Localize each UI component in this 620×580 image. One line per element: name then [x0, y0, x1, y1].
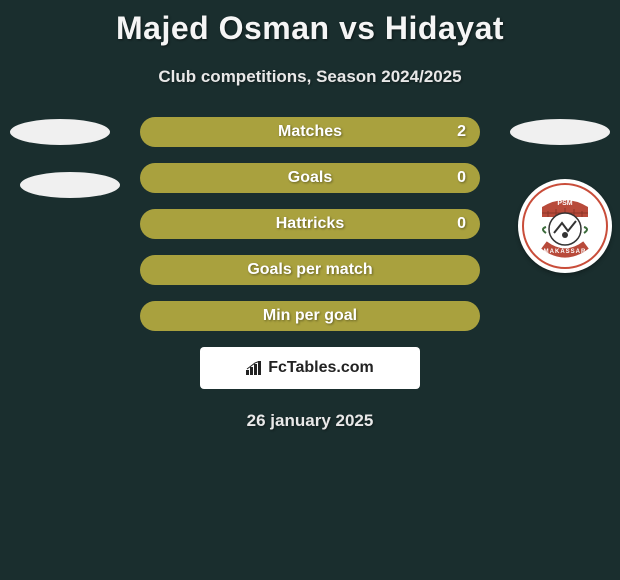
stat-label: Goals per match — [247, 261, 372, 279]
stat-right-value: 0 — [457, 169, 466, 187]
bar-chart-icon — [246, 361, 264, 375]
psm-badge-icon: PSM MAKASSAR — [522, 183, 608, 269]
fctables-logo-box: FcTables.com — [200, 347, 420, 389]
stat-right-value: 2 — [457, 123, 466, 141]
stat-row-matches: Matches 2 — [140, 117, 480, 147]
fctables-text: FcTables.com — [268, 359, 374, 377]
stats-area: PSM MAKASSAR Matches 2 Goals 0 Hattricks… — [0, 117, 620, 431]
player-placeholder-right-1 — [510, 119, 610, 145]
page-title: Majed Osman vs Hidayat — [0, 0, 620, 47]
subtitle: Club competitions, Season 2024/2025 — [0, 67, 620, 87]
fctables-logo: FcTables.com — [246, 359, 374, 377]
date-text: 26 january 2025 — [0, 411, 620, 431]
player-placeholder-left-1 — [10, 119, 110, 145]
stat-label: Hattricks — [276, 215, 344, 233]
stat-row-goals-per-match: Goals per match — [140, 255, 480, 285]
stat-label: Matches — [278, 123, 342, 141]
stat-right-value: 0 — [457, 215, 466, 233]
svg-text:PSM: PSM — [557, 200, 572, 207]
player-placeholder-left-2 — [20, 172, 120, 198]
stat-label: Goals — [288, 169, 332, 187]
stat-label: Min per goal — [263, 307, 357, 325]
stat-row-min-per-goal: Min per goal — [140, 301, 480, 331]
club-logo-psm: PSM MAKASSAR — [518, 179, 612, 273]
svg-text:MAKASSAR: MAKASSAR — [544, 249, 587, 255]
stat-row-hattricks: Hattricks 0 — [140, 209, 480, 239]
stat-row-goals: Goals 0 — [140, 163, 480, 193]
